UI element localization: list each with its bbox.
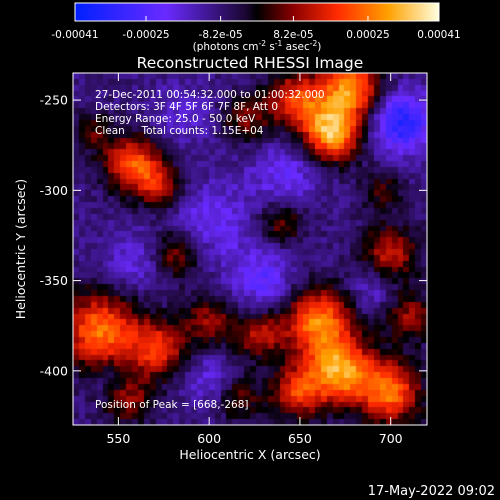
y-tick-label: -250	[40, 93, 68, 108]
colorbar-tick-label: -8.2e-05	[199, 29, 243, 41]
y-tick-label: -300	[40, 183, 68, 198]
colorbar-gradient	[74, 2, 440, 22]
colorbar-tick-label: 8.2e-05	[273, 29, 313, 41]
unit-text: (photons cm	[193, 41, 259, 53]
unit-exponent: -1	[275, 39, 283, 48]
unit-text: )	[317, 41, 321, 53]
chart-title: Reconstructed RHESSI Image	[137, 54, 364, 72]
peak-position-text: Position of Peak = [668,-268]	[95, 399, 249, 411]
x-axis-label: Heliocentric X (arcsec)	[179, 447, 320, 462]
observation-info: 27-Dec-2011 00:54:32.000 to 01:00:32.000…	[95, 89, 325, 137]
colorbar-tick-label: -0.00025	[122, 29, 169, 41]
unit-exponent: -2	[310, 39, 318, 48]
colorbar-ticks: -0.00041 -0.00025 -8.2e-05 8.2e-05 0.00025 0.…	[51, 16, 461, 41]
colorbar-tick-label: -0.00041	[51, 29, 98, 41]
y-tick-label: -350	[40, 273, 68, 288]
footer-timestamp: 17-May-2022 09:02	[368, 484, 495, 499]
plot-area: 550 600 650 700 -250 -300 -350 -400	[40, 72, 428, 446]
y-tick-label: -400	[40, 363, 68, 378]
colorbar: -0.00041 -0.00025 -8.2e-05 8.2e-05 0.00025 0.…	[51, 2, 461, 53]
plot-frame	[72, 72, 428, 426]
colorbar-tick-label: 0.00041	[417, 29, 460, 41]
unit-text: asec	[282, 41, 310, 53]
y-axis-label: Heliocentric Y (arcsec)	[13, 179, 28, 319]
colorbar-tick-label: 0.00025	[346, 29, 389, 41]
heatmap-image	[73, 73, 427, 425]
detectors-text: Detectors: 3F 4F 5F 6F 7F 8F, Att 0	[95, 101, 278, 113]
energy-range-text: Energy Range: 25.0 - 50.0 keV	[95, 113, 256, 125]
unit-text: s	[266, 41, 275, 53]
time-range-text: 27-Dec-2011 00:54:32.000 to 01:00:32.000	[95, 89, 325, 101]
unit-exponent: -2	[259, 39, 267, 48]
colorbar-unit-label: (photons cm-2 s-1 asec-2)	[193, 39, 322, 53]
x-tick-label: 550	[106, 431, 130, 446]
x-tick-label: 650	[288, 431, 312, 446]
x-tick-label: 700	[379, 431, 403, 446]
clean-counts-text: Clean Total counts: 1.15E+04	[95, 125, 264, 137]
axis-ticks: 550 600 650 700 -250 -300 -350 -400	[40, 73, 427, 446]
x-tick-label: 600	[197, 431, 221, 446]
